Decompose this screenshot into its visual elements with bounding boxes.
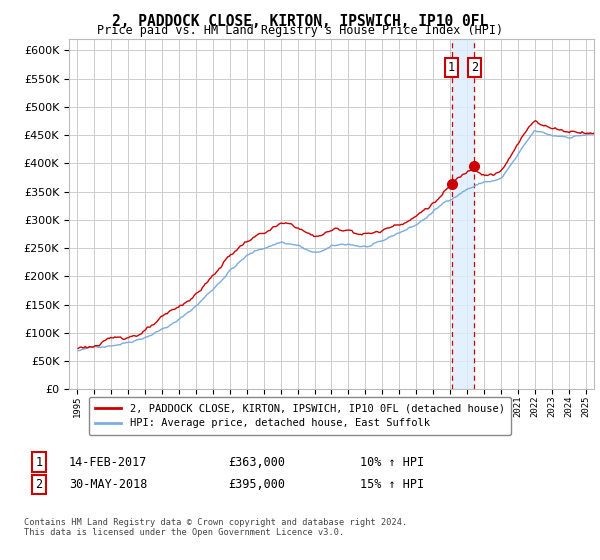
Text: 15% ↑ HPI: 15% ↑ HPI: [360, 478, 424, 491]
Text: 2, PADDOCK CLOSE, KIRTON, IPSWICH, IP10 0FL: 2, PADDOCK CLOSE, KIRTON, IPSWICH, IP10 …: [112, 14, 488, 29]
Text: Price paid vs. HM Land Registry's House Price Index (HPI): Price paid vs. HM Land Registry's House …: [97, 24, 503, 37]
Text: Contains HM Land Registry data © Crown copyright and database right 2024.
This d: Contains HM Land Registry data © Crown c…: [24, 518, 407, 538]
Text: 1: 1: [448, 61, 455, 74]
Text: £395,000: £395,000: [228, 478, 285, 491]
Text: 30-MAY-2018: 30-MAY-2018: [69, 478, 148, 491]
Bar: [452, 39, 474, 389]
Text: 14-FEB-2017: 14-FEB-2017: [69, 455, 148, 469]
Text: 1: 1: [35, 455, 43, 469]
Text: 2: 2: [35, 478, 43, 491]
Legend: 2, PADDOCK CLOSE, KIRTON, IPSWICH, IP10 0FL (detached house), HPI: Average price: 2, PADDOCK CLOSE, KIRTON, IPSWICH, IP10 …: [89, 397, 511, 435]
Text: £363,000: £363,000: [228, 455, 285, 469]
Text: 10% ↑ HPI: 10% ↑ HPI: [360, 455, 424, 469]
Text: 2: 2: [472, 61, 479, 74]
